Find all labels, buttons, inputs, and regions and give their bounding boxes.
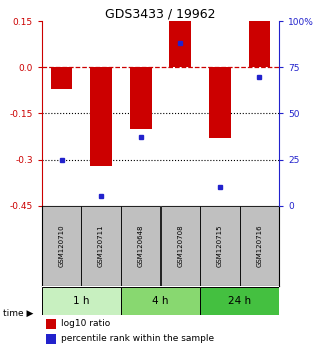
- Title: GDS3433 / 19962: GDS3433 / 19962: [105, 7, 216, 20]
- Bar: [47, 333, 56, 344]
- Bar: [121, 287, 200, 315]
- Text: GSM120716: GSM120716: [256, 225, 263, 267]
- Text: GSM120715: GSM120715: [217, 225, 223, 267]
- Text: percentile rank within the sample: percentile rank within the sample: [61, 334, 214, 343]
- Text: log10 ratio: log10 ratio: [61, 319, 110, 328]
- Text: time ▶: time ▶: [3, 309, 34, 318]
- Bar: [248, 21, 270, 67]
- Bar: [160, 206, 200, 286]
- Bar: [47, 319, 56, 329]
- Bar: [81, 206, 121, 286]
- Bar: [90, 67, 112, 166]
- Text: GSM120708: GSM120708: [177, 225, 183, 267]
- Text: 24 h: 24 h: [228, 296, 251, 306]
- Bar: [51, 67, 73, 89]
- Bar: [240, 206, 279, 286]
- Bar: [121, 206, 160, 286]
- Bar: [200, 206, 240, 286]
- Bar: [130, 67, 152, 129]
- Bar: [209, 67, 231, 138]
- Text: GSM120711: GSM120711: [98, 225, 104, 267]
- Bar: [200, 287, 279, 315]
- Bar: [169, 21, 191, 67]
- Text: GSM120710: GSM120710: [58, 225, 65, 267]
- Text: 1 h: 1 h: [73, 296, 90, 306]
- Text: GSM120648: GSM120648: [138, 225, 144, 267]
- Bar: [42, 287, 121, 315]
- Bar: [42, 206, 81, 286]
- Text: 4 h: 4 h: [152, 296, 169, 306]
